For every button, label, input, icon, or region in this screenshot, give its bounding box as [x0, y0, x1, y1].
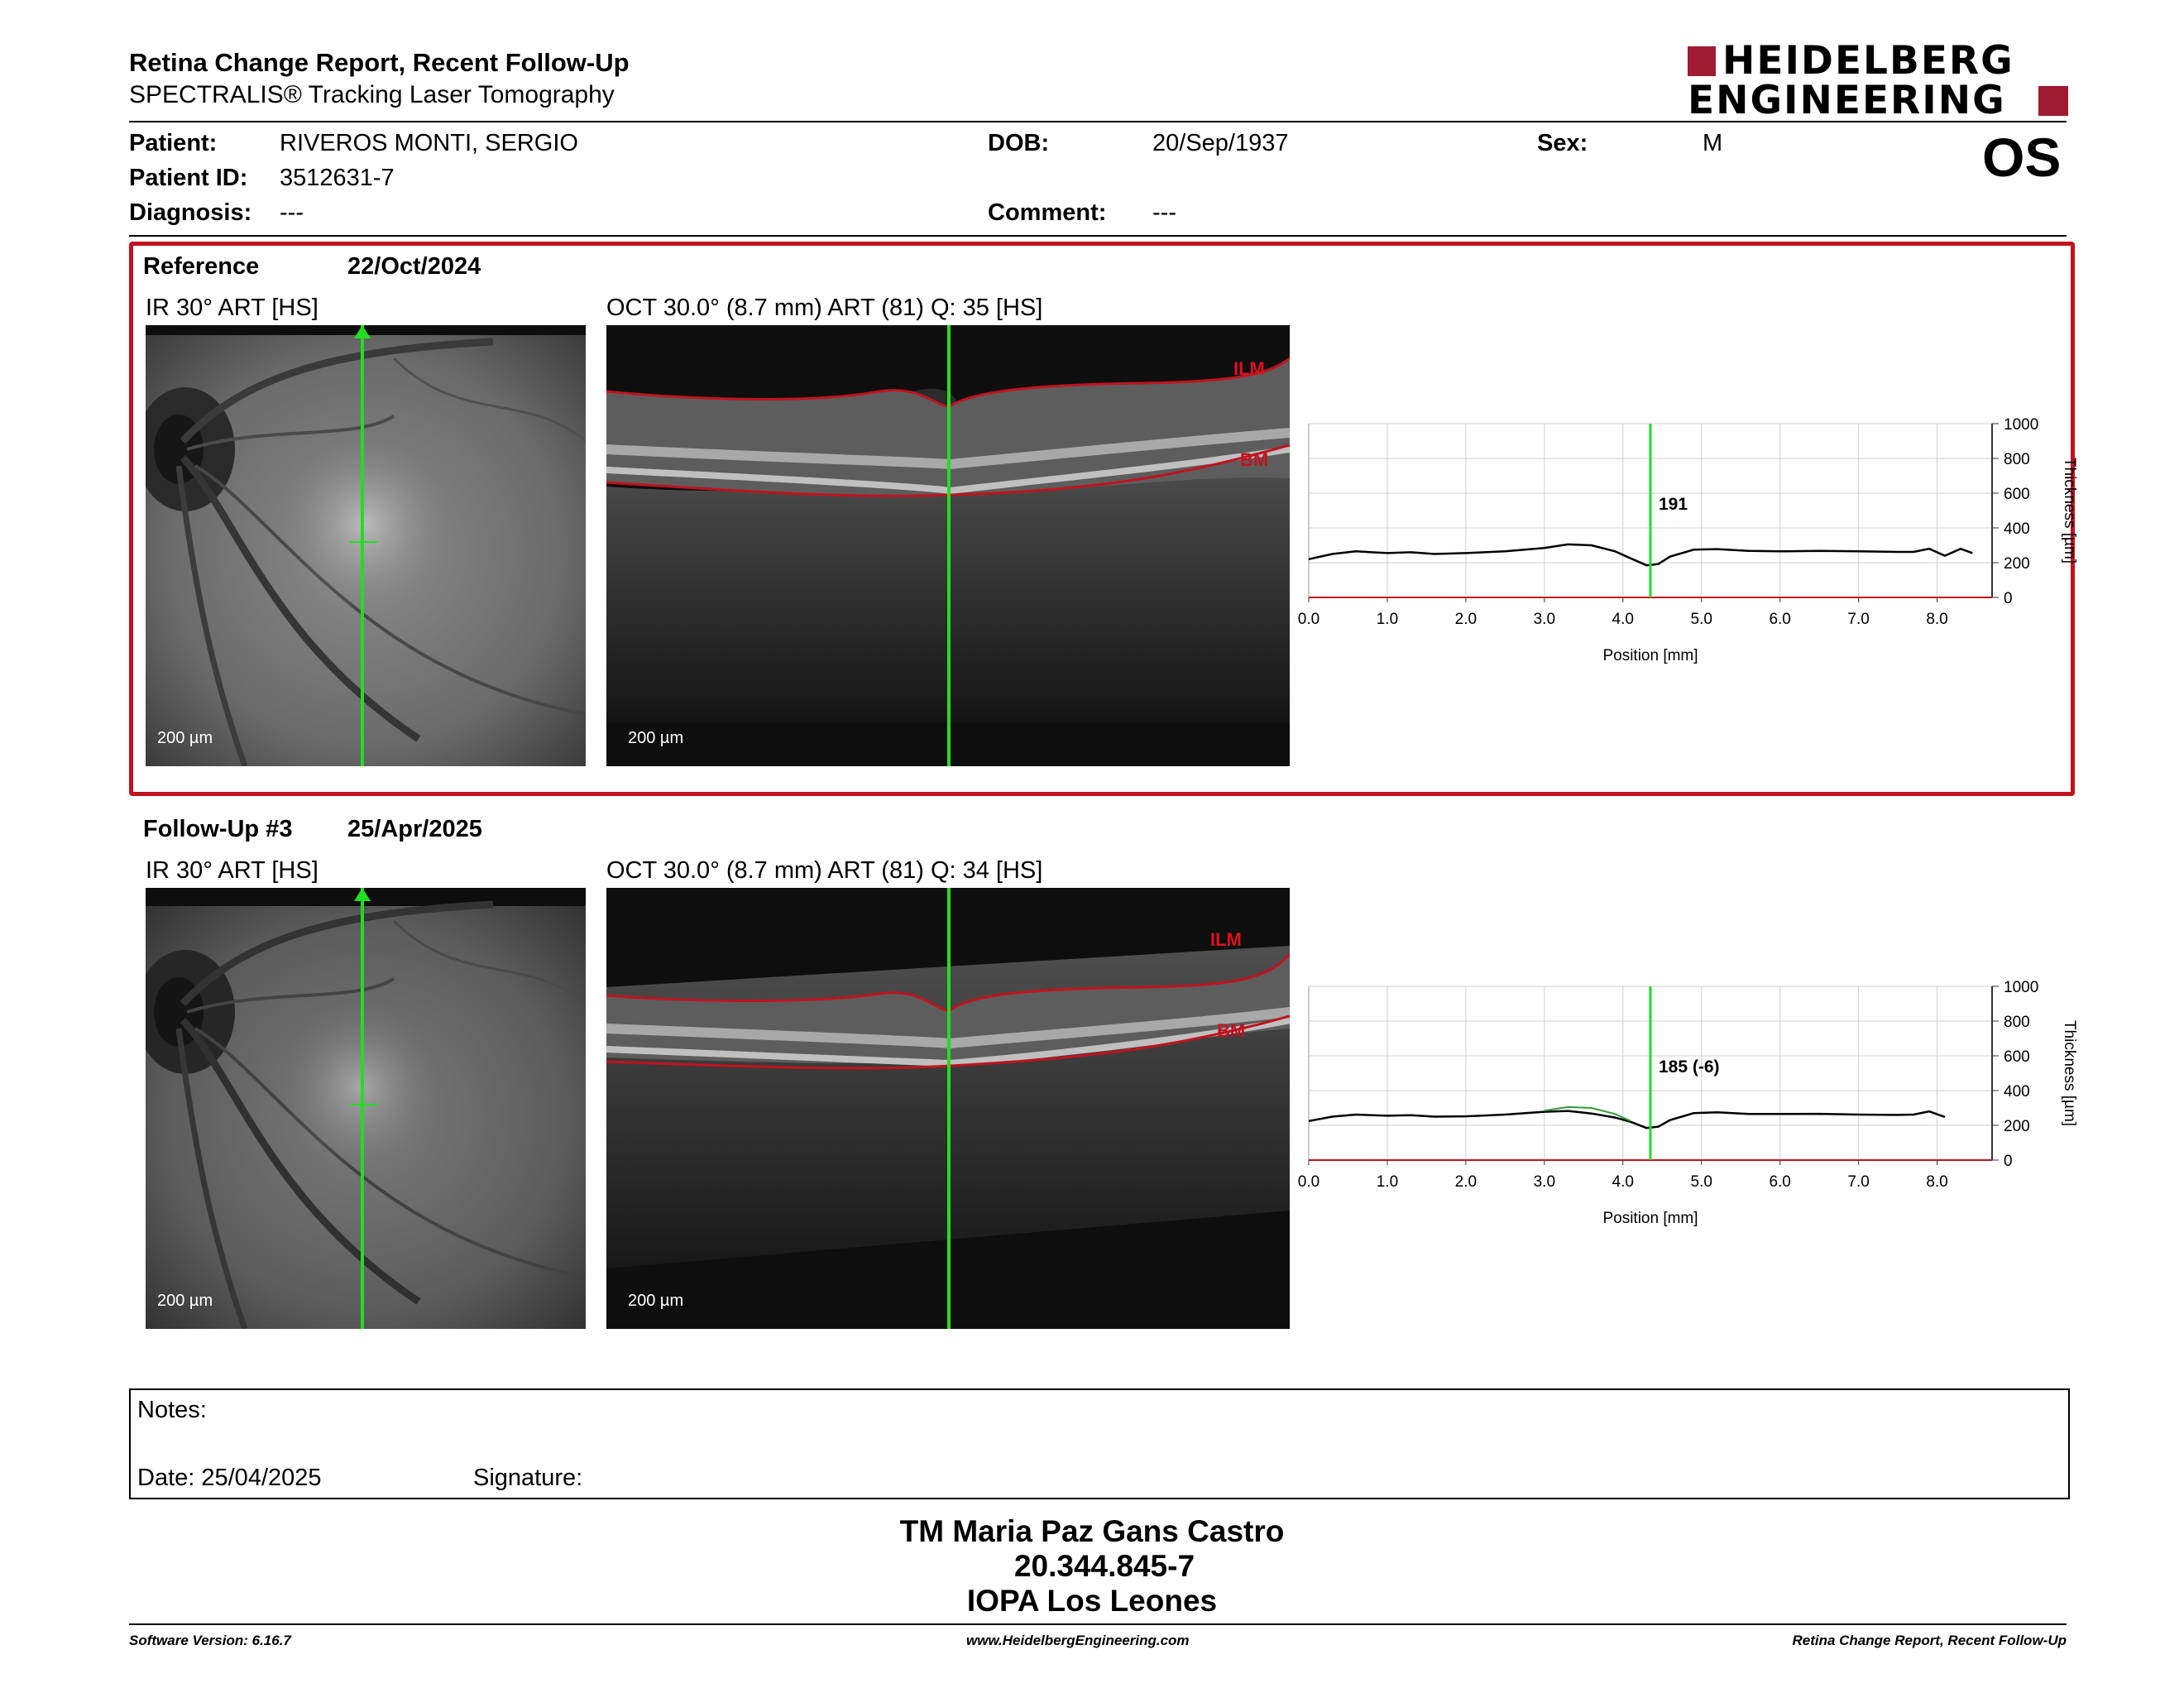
- followup-oct-title: OCT 30.0° (8.7 mm) ART (81) Q: 34 [HS]: [606, 857, 1043, 884]
- patient-name: RIVEROS MONTI, SERGIO: [280, 130, 578, 156]
- heidelberg-logo: HEIDELBERG ENGINEERING: [1688, 41, 2076, 120]
- chart-y-tick-label: 800: [2004, 1014, 2030, 1031]
- signer-id: 20.344.845-7: [1013, 1549, 1195, 1583]
- footer-version: Software Version: 6.16.7: [129, 1633, 291, 1648]
- dob-label: DOB:: [988, 130, 1050, 156]
- chart-y-tick-label: 0: [2004, 590, 2013, 607]
- eye-indicator: OS: [1982, 127, 2062, 188]
- followup-ir-scale: 200 µm: [157, 1292, 213, 1310]
- sex-value: M: [1703, 130, 1723, 156]
- chart-y-axis-label: Thickness [µm]: [2061, 1020, 2078, 1126]
- chart-y-tick-label: 200: [2004, 1118, 2030, 1135]
- reference-ir-title: IR 30° ART [HS]: [146, 295, 318, 321]
- chart-y-tick-label: 800: [2004, 451, 2030, 468]
- followup-ir-title: IR 30° ART [HS]: [146, 857, 318, 884]
- signer-institution: IOPA Los Leones: [966, 1584, 1218, 1618]
- chart-x-tick-label: 3.0: [1534, 611, 1555, 628]
- reference-label: Reference: [143, 253, 260, 280]
- chart-x-tick-label: 2.0: [1455, 1173, 1477, 1191]
- chart-marker-label: 185 (-6): [1659, 1057, 1720, 1077]
- chart-x-tick-label: 4.0: [1612, 1173, 1634, 1191]
- footer-report-name: Retina Change Report, Recent Follow-Up: [1792, 1633, 2067, 1648]
- chart-x-tick-label: 7.0: [1847, 1173, 1869, 1191]
- chart-x-tick-label: 0.0: [1298, 611, 1320, 628]
- reference-ir-image[interactable]: 200 µm: [146, 325, 586, 766]
- reference-ilm-label: ILM: [1233, 358, 1265, 379]
- chart-x-tick-label: 0.0: [1298, 1173, 1320, 1191]
- chart-y-tick-label: 600: [2004, 1048, 2030, 1066]
- dob-value: 20/Sep/1937: [1152, 130, 1289, 156]
- chart-series-line: [1308, 1110, 1946, 1129]
- report-subtitle: SPECTRALIS® Tracking Laser Tomography: [129, 81, 615, 108]
- followup-label: Follow-Up #3: [143, 816, 293, 842]
- chart-x-axis-label: Position [mm]: [1602, 647, 1698, 664]
- report-title: Retina Change Report, Recent Follow-Up: [129, 48, 630, 77]
- diagnosis-value: ---: [280, 199, 304, 226]
- reference-oct-scale: 200 µm: [628, 729, 684, 747]
- notes-box[interactable]: Notes: Date: 25/04/2025 Signature:: [129, 1388, 2070, 1499]
- chart-x-tick-label: 4.0: [1612, 611, 1634, 628]
- chart-y-tick-label: 400: [2004, 520, 2030, 538]
- followup-thickness-chart: 0.0 1.0 2.0 3.0 4.0 5.0 6.0 7.0 8.0 0 200 400 600 800…: [1298, 979, 2078, 1227]
- chart-x-tick-label: 6.0: [1769, 611, 1790, 628]
- diagnosis-label: Diagnosis:: [129, 199, 252, 226]
- chart-marker-label: 191: [1659, 495, 1688, 514]
- chart-y-tick-label: 1000: [2004, 979, 2038, 996]
- followup-oct-scale: 200 µm: [628, 1292, 684, 1310]
- chart-series-line: [1308, 543, 1973, 567]
- followup-oct-image[interactable]: ILM BM 200 µm: [606, 888, 1290, 1329]
- signature-block: TM Maria Paz Gans Castro 20.344.845-7 IO…: [678, 1514, 1506, 1618]
- patient-label: Patient:: [129, 130, 218, 156]
- chart-x-tick-label: 8.0: [1926, 1173, 1947, 1191]
- chart-x-axis-label: Position [mm]: [1602, 1210, 1698, 1227]
- patient-id-label: Patient ID:: [129, 165, 248, 191]
- notes-label: Notes:: [137, 1397, 207, 1423]
- reference-thickness-chart: 0.0 1.0 2.0 3.0 4.0 5.0 6.0 7.0 8.0 0 200 400 600 800…: [1298, 416, 2078, 664]
- notes-date: Date: 25/04/2025: [137, 1465, 322, 1491]
- chart-y-axis-label: Thickness [µm]: [2061, 458, 2078, 563]
- chart-x-tick-label: 6.0: [1769, 1173, 1790, 1191]
- chart-y-tick-label: 200: [2004, 555, 2030, 573]
- chart-y-tick-label: 0: [2004, 1153, 2013, 1170]
- chart-y-tick-label: 1000: [2004, 416, 2038, 434]
- chart-y-tick-label: 400: [2004, 1083, 2030, 1101]
- chart-x-tick-label: 1.0: [1377, 611, 1398, 628]
- chart-x-tick-label: 5.0: [1691, 611, 1712, 628]
- reference-section: [129, 242, 2075, 796]
- comment-label: Comment:: [988, 199, 1107, 226]
- chart-x-tick-label: 7.0: [1847, 611, 1869, 628]
- chart-series-line: [1544, 1105, 1631, 1122]
- signer-name: TM Maria Paz Gans Castro: [899, 1514, 1285, 1548]
- chart-x-tick-label: 2.0: [1455, 611, 1477, 628]
- followup-ir-image[interactable]: 200 µm: [146, 888, 586, 1329]
- signature-label: Signature:: [473, 1465, 583, 1491]
- reference-date: 22/Oct/2024: [347, 253, 481, 280]
- chart-y-tick-label: 600: [2004, 486, 2030, 503]
- reference-oct-title: OCT 30.0° (8.7 mm) ART (81) Q: 35 [HS]: [606, 295, 1043, 321]
- chart-x-tick-label: 3.0: [1534, 1173, 1555, 1191]
- reference-ir-scale: 200 µm: [157, 729, 213, 747]
- footer-website[interactable]: www.HeidelbergEngineering.com: [966, 1633, 1190, 1648]
- followup-date: 25/Apr/2025: [347, 816, 482, 842]
- reference-oct-image[interactable]: ILM BM 200 µm: [606, 325, 1290, 766]
- chart-x-tick-label: 5.0: [1691, 1173, 1712, 1191]
- patient-id-value: 3512631-7: [280, 165, 395, 191]
- followup-ilm-label: ILM: [1210, 929, 1242, 950]
- sex-label: Sex:: [1537, 130, 1588, 156]
- chart-x-tick-label: 1.0: [1377, 1173, 1398, 1191]
- followup-bm-label: BM: [1217, 1020, 1245, 1041]
- reference-bm-label: BM: [1240, 449, 1268, 470]
- comment-value: ---: [1152, 199, 1176, 226]
- chart-x-tick-label: 8.0: [1926, 611, 1947, 628]
